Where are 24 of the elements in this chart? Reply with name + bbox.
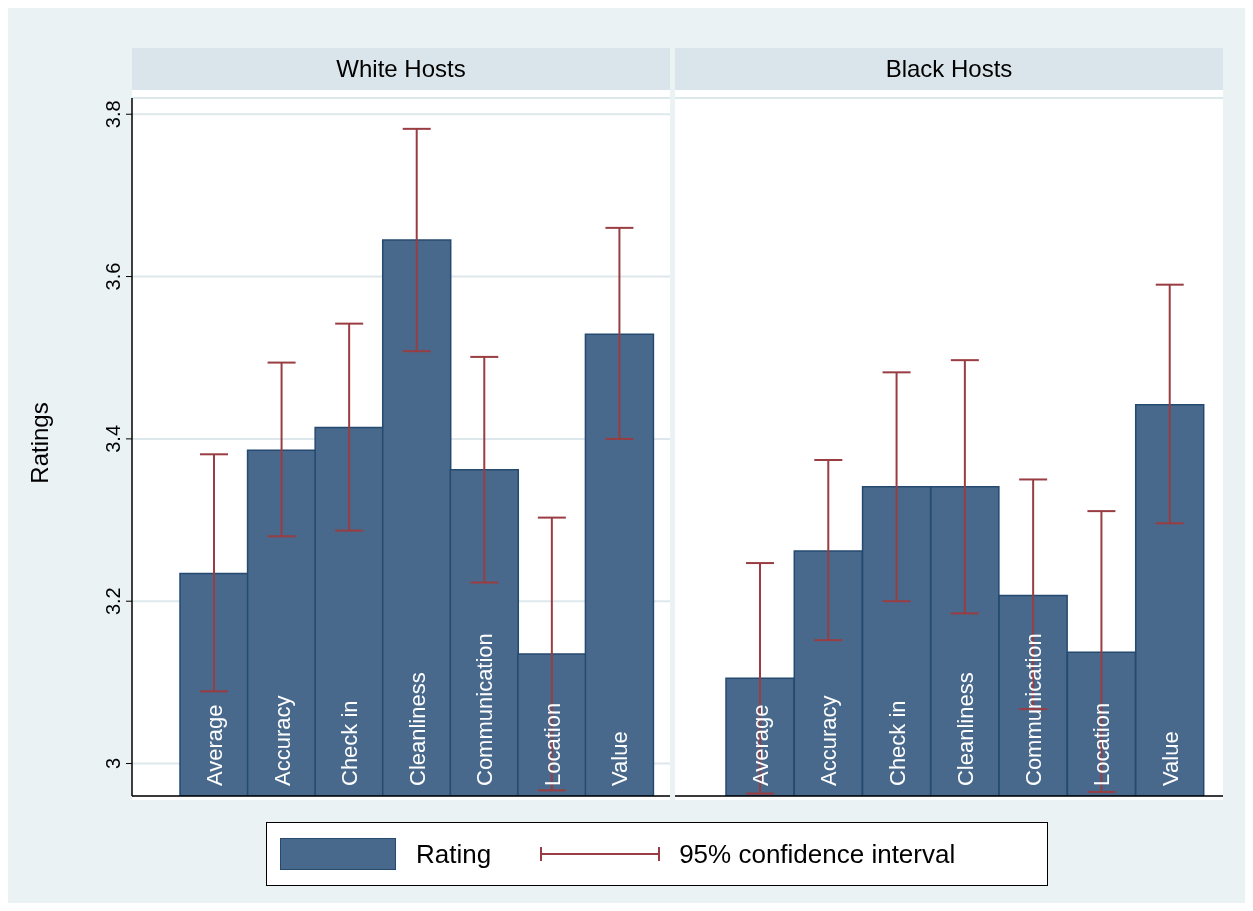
x-tick-label: Cleanliness	[952, 672, 978, 786]
y-tick-label: 3.6	[102, 262, 124, 291]
y-tick-label: 3.4	[102, 424, 124, 453]
x-tick-label: Communication	[472, 633, 498, 786]
x-tick-label: Cleanliness	[404, 672, 430, 786]
x-tick-label: Average	[748, 704, 773, 786]
x-tick-label: Accuracy	[269, 695, 295, 786]
text: 95% confidence interval	[679, 838, 956, 870]
x-tick-label: Accuracy	[816, 695, 842, 786]
x-tick-label: Average	[202, 704, 227, 786]
y-tick-label: 3	[102, 757, 124, 770]
y-tick-label: 3.8	[102, 100, 124, 129]
x-tick-label: Communication	[1021, 633, 1047, 786]
y-axis-title: Ratings	[26, 401, 54, 484]
y-tick-label: 3.2	[102, 587, 124, 616]
x-tick-label: Location	[1089, 702, 1115, 786]
x-tick-label: Check in	[337, 700, 363, 786]
chart-title: Black Hosts	[675, 48, 1223, 90]
legend-label: Rating	[416, 838, 492, 870]
x-tick-label: Check in	[884, 700, 910, 786]
x-tick-label: Value	[1157, 731, 1183, 786]
x-tick-label: Value	[607, 731, 633, 786]
x-tick-label: Location	[539, 702, 565, 786]
chart-title: White Hosts	[132, 48, 670, 90]
